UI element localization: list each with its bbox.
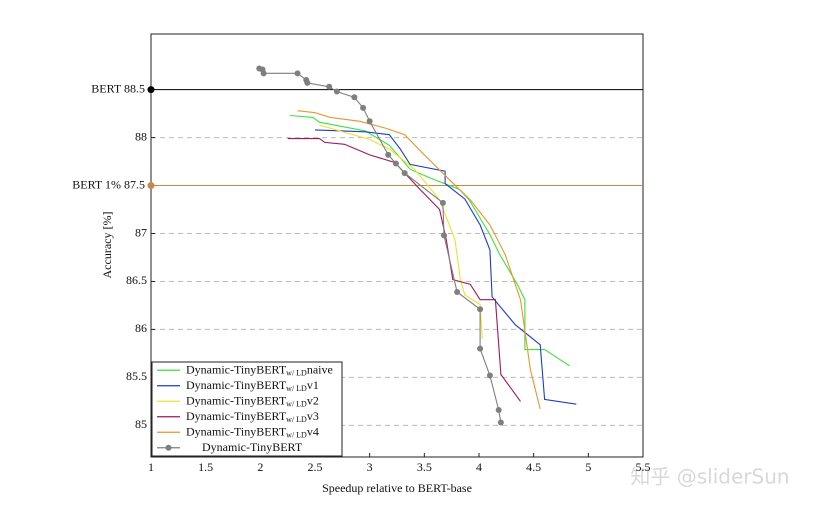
series-line xyxy=(314,129,577,405)
series-line xyxy=(289,114,570,367)
data-point xyxy=(392,160,399,167)
data-point xyxy=(454,289,461,296)
x-tick-label: 3 xyxy=(367,460,373,474)
x-tick-label: 3.5 xyxy=(417,460,432,474)
legend-subscript: w/ LD xyxy=(286,415,307,424)
data-point xyxy=(360,104,367,111)
legend-name: Dynamic-TinyBERT xyxy=(186,409,287,423)
data-point xyxy=(366,118,373,125)
data-point xyxy=(351,94,358,101)
legend-subscript: w/ LD xyxy=(286,368,307,377)
data-point xyxy=(401,170,408,177)
reference-point xyxy=(147,86,155,94)
data-point xyxy=(477,345,484,352)
x-axis-label: Speedup relative to BERT-base xyxy=(322,481,472,495)
y-tick-label: 86 xyxy=(135,321,147,335)
legend-name: Dynamic-TinyBERT xyxy=(186,393,287,407)
series-line xyxy=(297,110,541,410)
reference-point xyxy=(147,182,155,190)
x-tick-label: 2.5 xyxy=(308,460,323,474)
data-point xyxy=(294,70,301,77)
series-line xyxy=(259,67,502,423)
watermark: 知乎 @sliderSun xyxy=(630,465,789,489)
data-point xyxy=(385,151,392,158)
data-point xyxy=(486,372,493,379)
x-tick-label: 1 xyxy=(148,460,154,474)
legend-name: Dynamic-TinyBERT xyxy=(186,378,287,392)
y-tick-label: 87 xyxy=(135,225,147,239)
reference-label: BERT 88.5 xyxy=(91,81,145,95)
legend-box xyxy=(151,361,343,457)
x-tick-label: 2 xyxy=(257,460,263,474)
legend-suffix: v4 xyxy=(307,424,319,438)
legend-label: Dynamic-TinyBERTw/ LDv1 xyxy=(186,378,319,393)
data-point xyxy=(439,199,446,206)
y-tick-label: 85 xyxy=(135,417,147,431)
legend-suffix: v1 xyxy=(307,378,319,392)
x-tick-label: 1.5 xyxy=(198,460,213,474)
y-tick-label: 85.5 xyxy=(126,369,147,383)
legend: Dynamic-TinyBERTw/ LDnaiveDynamic-TinyBE… xyxy=(151,361,343,457)
legend-label: Dynamic-TinyBERTw/ LDnaive xyxy=(186,362,333,377)
legend-suffix: v2 xyxy=(307,393,319,407)
series-line xyxy=(287,138,521,402)
legend-marker xyxy=(165,444,172,451)
legend-name: Dynamic-TinyBERT xyxy=(202,440,303,454)
plot-frame xyxy=(150,33,644,458)
data-point xyxy=(495,407,502,413)
legend-label: Dynamic-TinyBERTw/ LDv3 xyxy=(186,409,319,424)
data-point xyxy=(441,232,448,239)
data-point xyxy=(260,70,267,77)
legend-label: Dynamic-TinyBERT xyxy=(202,440,303,454)
reference-label: BERT 1% 87.5 xyxy=(72,177,145,191)
series-line xyxy=(319,124,483,340)
legend-name: Dynamic-TinyBERT xyxy=(186,362,287,376)
data-point xyxy=(304,79,311,86)
legend-suffix: naive xyxy=(307,362,333,376)
x-tick-label: 4 xyxy=(476,460,482,474)
x-tick-label: 5.5 xyxy=(636,460,651,474)
legend-subscript: w/ LD xyxy=(286,430,307,439)
y-axis-label: Accuracy [%] xyxy=(100,212,114,279)
data-point xyxy=(477,306,484,313)
legend-subscript: w/ LD xyxy=(286,384,307,393)
legend-name: Dynamic-TinyBERT xyxy=(186,424,287,438)
legend-label: Dynamic-TinyBERTw/ LDv2 xyxy=(186,393,319,408)
y-tick-label: 86.5 xyxy=(126,273,147,287)
legend-subscript: w/ LD xyxy=(286,399,307,408)
legend-suffix: v3 xyxy=(307,409,319,423)
y-tick-label: 88 xyxy=(135,129,147,143)
legend-label: Dynamic-TinyBERTw/ LDv4 xyxy=(186,424,319,439)
data-point xyxy=(326,83,333,90)
data-point xyxy=(333,88,340,95)
data-point xyxy=(497,419,504,426)
x-tick-label: 4.5 xyxy=(526,460,541,474)
x-tick-label: 5 xyxy=(585,460,591,474)
